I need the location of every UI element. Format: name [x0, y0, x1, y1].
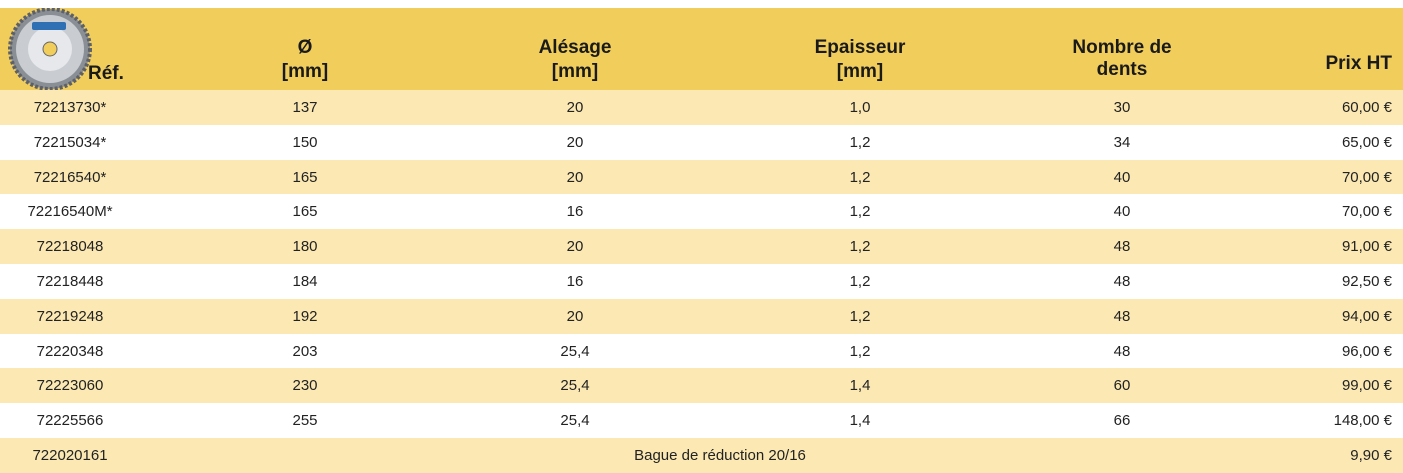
table-row: [0, 368, 1403, 403]
table-cell: 20: [567, 90, 584, 125]
table-cell: 230: [292, 368, 317, 403]
table-row: [0, 90, 1403, 125]
table-cell: 9,90 €: [1350, 438, 1392, 473]
table-cell: 25,4: [560, 368, 589, 403]
table-cell: 722020161: [32, 438, 107, 473]
table-cell: 1,0: [850, 90, 871, 125]
column-header: Réf.: [88, 62, 124, 85]
table-cell: 40: [1114, 194, 1131, 229]
table-row: [0, 229, 1403, 264]
table-cell: 150: [292, 125, 317, 160]
table-cell: 72218048: [37, 229, 104, 264]
table-cell: 72225566: [37, 403, 104, 438]
table-cell: 203: [292, 334, 317, 369]
table-cell: 25,4: [560, 403, 589, 438]
table-cell: 60,00 €: [1342, 90, 1392, 125]
table-cell: 70,00 €: [1342, 194, 1392, 229]
table-cell: 16: [567, 194, 584, 229]
table-row: [0, 194, 1403, 229]
table-cell: 165: [292, 160, 317, 195]
table-cell: 25,4: [560, 334, 589, 369]
table-row: [0, 299, 1403, 334]
table-cell: 20: [567, 125, 584, 160]
table-cell: 20: [567, 160, 584, 195]
table-cell: 94,00 €: [1342, 299, 1392, 334]
column-header: Alésage: [539, 36, 612, 59]
table-cell: 148,00 €: [1334, 403, 1392, 438]
column-header: Ø: [298, 36, 313, 59]
column-header: [mm]: [552, 60, 598, 83]
table-cell: 1,2: [850, 125, 871, 160]
table-cell: 66: [1114, 403, 1131, 438]
table-cell: 72219248: [37, 299, 104, 334]
column-header: [mm]: [837, 60, 883, 83]
column-header: Nombre de: [1072, 36, 1171, 59]
table-cell: 72215034*: [34, 125, 107, 160]
table-cell: Bague de réduction 20/16: [634, 438, 806, 473]
table-cell: 72220348: [37, 334, 104, 369]
table-cell: 48: [1114, 264, 1131, 299]
table-row: [0, 334, 1403, 369]
table-cell: 99,00 €: [1342, 368, 1392, 403]
table-cell: 70,00 €: [1342, 160, 1392, 195]
table-cell: 48: [1114, 334, 1131, 369]
table-cell: 72223060: [37, 368, 104, 403]
table-row: [0, 125, 1403, 160]
table-cell: 1,2: [850, 334, 871, 369]
table-cell: 1,2: [850, 229, 871, 264]
table-cell: 91,00 €: [1342, 229, 1392, 264]
column-header: dents: [1097, 58, 1148, 81]
table-cell: 192: [292, 299, 317, 334]
table-cell: 20: [567, 229, 584, 264]
column-header: Epaisseur: [815, 36, 906, 59]
table-cell: 60: [1114, 368, 1131, 403]
table-cell: 72216540M*: [27, 194, 112, 229]
column-header: Prix HT: [1325, 52, 1392, 75]
table-row: [0, 160, 1403, 195]
table-cell: 48: [1114, 229, 1131, 264]
table-cell: 48: [1114, 299, 1131, 334]
table-cell: 34: [1114, 125, 1131, 160]
table-row: [0, 264, 1403, 299]
table-cell: 180: [292, 229, 317, 264]
table-cell: 184: [292, 264, 317, 299]
table-cell: 1,2: [850, 160, 871, 195]
table-cell: 40: [1114, 160, 1131, 195]
table-cell: 1,4: [850, 403, 871, 438]
table-cell: 165: [292, 194, 317, 229]
table-row: [0, 403, 1403, 438]
table-cell: 1,2: [850, 194, 871, 229]
table-cell: 72213730*: [34, 90, 107, 125]
column-header: [mm]: [282, 60, 328, 83]
table-cell: 20: [567, 299, 584, 334]
table-cell: 72218448: [37, 264, 104, 299]
table-cell: 137: [292, 90, 317, 125]
table-cell: 96,00 €: [1342, 334, 1392, 369]
table-cell: 30: [1114, 90, 1131, 125]
table-cell: 72216540*: [34, 160, 107, 195]
table-cell: 65,00 €: [1342, 125, 1392, 160]
table-cell: 1,4: [850, 368, 871, 403]
table-header: [0, 8, 1403, 90]
table-cell: 92,50 €: [1342, 264, 1392, 299]
table-cell: 1,2: [850, 264, 871, 299]
saw-blade-icon: [0, 8, 100, 90]
table-cell: 16: [567, 264, 584, 299]
table-cell: 1,2: [850, 299, 871, 334]
page: Réf.Ø[mm]Alésage[mm]Epaisseur[mm]Nombre …: [0, 0, 1403, 473]
table-cell: 255: [292, 403, 317, 438]
